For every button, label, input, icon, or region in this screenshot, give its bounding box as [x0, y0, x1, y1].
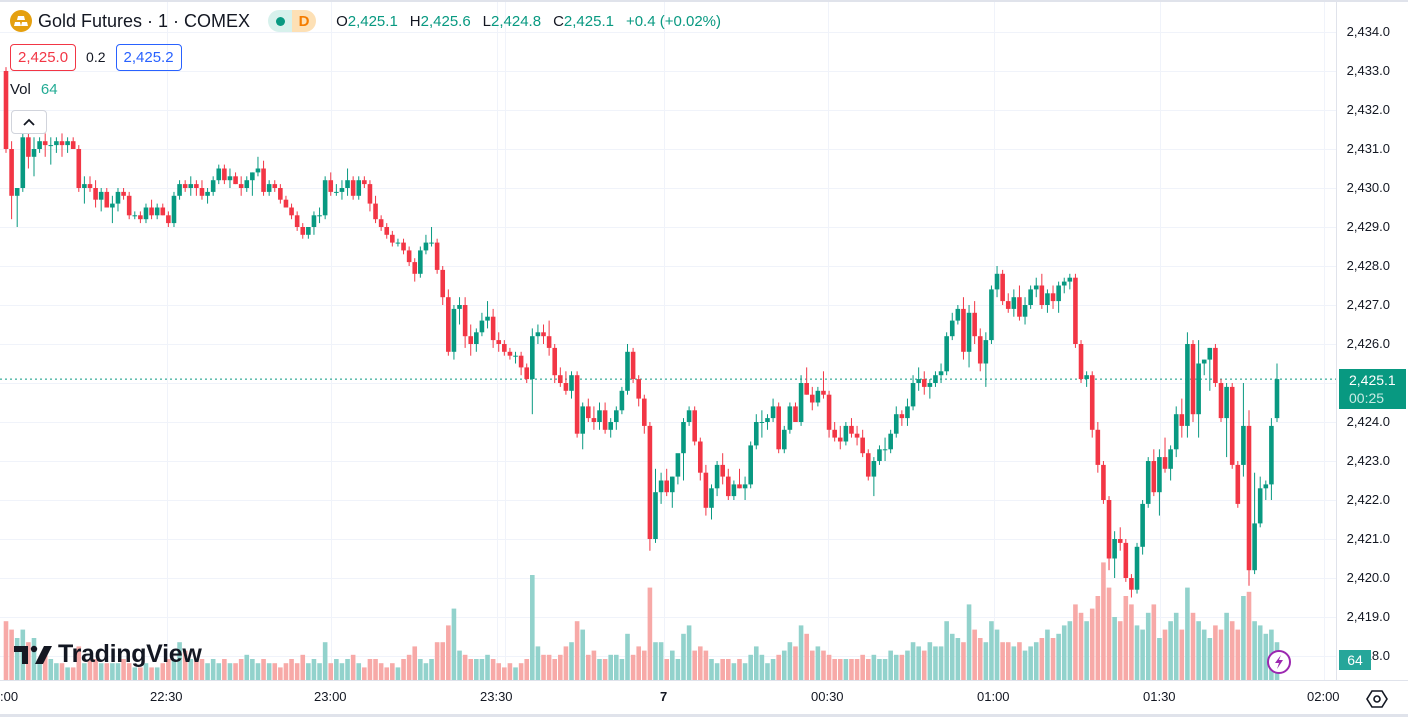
candlesticks: [3, 67, 1280, 598]
volume-value: 64: [40, 81, 58, 98]
time-axis-label: 02:00: [1307, 689, 1340, 704]
price-axis-label: 2,422.0: [1346, 492, 1390, 507]
price-axis-label: 2,428.0: [1346, 258, 1390, 273]
price-axis-label: 2,429.0: [1346, 219, 1390, 234]
price-axis-label: 2,420.0: [1346, 570, 1390, 585]
chevron-up-icon: [23, 118, 35, 126]
bid-ask-row: 2,425.0 0.2 2,425.2: [10, 43, 182, 71]
volume-legend[interactable]: Vol 64: [10, 81, 58, 98]
lightning-bolt-button[interactable]: [1267, 650, 1291, 674]
tradingview-logo-icon: [14, 645, 52, 664]
delay-badge: D: [292, 10, 317, 32]
open-value: 2,425.1: [347, 12, 398, 30]
change-value: +0.4 (+0.02%): [625, 12, 722, 30]
close-value: 2,425.1: [563, 12, 614, 30]
current-price: 2,425.1: [1349, 372, 1396, 388]
live-dot-icon: [268, 10, 293, 32]
collapse-legend-button[interactable]: [11, 110, 47, 134]
price-axis-label: 2,433.0: [1346, 63, 1390, 78]
symbol-legend[interactable]: Gold Futures · 1 · COMEX D O2,425.1 H2,4…: [10, 8, 721, 34]
low-value: 2,424.8: [491, 12, 542, 30]
price-axis-label: 2,419.0: [1346, 609, 1390, 624]
top-border: [0, 0, 1408, 2]
price-axis-label: 2,431.0: [1346, 141, 1390, 156]
current-price-tag: 2,425.1 00:25: [1339, 369, 1406, 409]
settings-hexagon-icon: [1366, 690, 1388, 708]
time-axis-label: 00:30: [811, 689, 844, 704]
symbol-title[interactable]: Gold Futures · 1 · COMEX: [38, 10, 251, 31]
time-axis-label: 7: [660, 689, 668, 704]
price-axis-label: 2,427.0: [1346, 297, 1390, 312]
price-axis-label: 2,434.0: [1346, 24, 1390, 39]
bottom-border: [0, 714, 1408, 717]
time-axis-label: 23:00: [314, 689, 347, 704]
buy-button[interactable]: 2,425.2: [115, 43, 182, 71]
bar-countdown: 00:25: [1349, 390, 1385, 406]
chart-grid: [0, 2, 1336, 680]
time-axis-label: 22:30: [150, 689, 183, 704]
volume-price-tag: 64: [1339, 650, 1371, 670]
sell-button[interactable]: 2,425.0: [10, 43, 77, 71]
time-axis-label: 01:00: [977, 689, 1010, 704]
close-label: C: [553, 12, 564, 30]
high-value: 2,425.6: [420, 12, 471, 30]
volume-bars: [3, 562, 1280, 680]
price-axis-label: 2,423.0: [1346, 453, 1390, 468]
market-status-pill[interactable]: D: [268, 10, 317, 32]
price-axis-label: 2,426.0: [1346, 336, 1390, 351]
open-label: O: [336, 12, 348, 30]
price-axis-label: 2,430.0: [1346, 180, 1390, 195]
volume-label: Vol: [10, 81, 31, 98]
low-label: L: [482, 12, 492, 30]
high-label: H: [409, 12, 421, 30]
time-axis-label: 23:30: [480, 689, 513, 704]
chart-settings-button[interactable]: [1366, 688, 1388, 710]
ohlc-values: O2,425.1 H2,425.6 L2,424.8 C2,425.1 +0.4…: [336, 13, 721, 30]
spread-value: 0.2: [86, 49, 106, 65]
tradingview-logo[interactable]: TradingView: [14, 640, 202, 669]
price-axis-label: 2,432.0: [1346, 102, 1390, 117]
price-axis-label: 2,424.0: [1346, 414, 1390, 429]
gold-bars-icon: [10, 10, 32, 32]
time-axis-label: 01:30: [1143, 689, 1176, 704]
time-axis-label: :00: [0, 689, 19, 704]
price-axis-label: 2,421.0: [1346, 531, 1390, 546]
lightning-icon: [1275, 655, 1283, 669]
logo-text: TradingView: [58, 640, 202, 668]
